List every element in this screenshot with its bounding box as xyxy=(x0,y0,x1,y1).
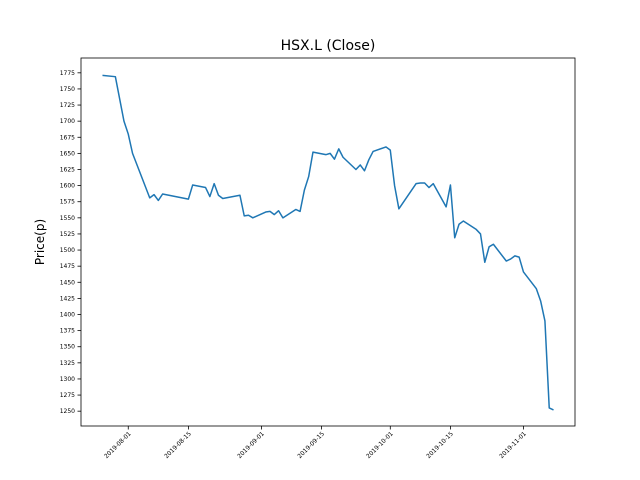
y-tick-label: 1525 xyxy=(60,231,75,238)
price-line xyxy=(102,74,554,411)
y-tick-label: 1625 xyxy=(60,166,75,173)
y-tick-label: 1350 xyxy=(60,344,75,351)
y-tick-label: 1250 xyxy=(60,408,75,415)
y-tick-label: 1700 xyxy=(60,118,75,125)
y-tick-label: 1450 xyxy=(60,279,75,286)
y-tick-label: 1325 xyxy=(60,360,75,367)
y-tick-label: 1400 xyxy=(60,312,75,319)
y-tick-label: 1425 xyxy=(60,295,75,302)
y-tick-label: 1475 xyxy=(60,263,75,270)
plot-frame xyxy=(80,57,576,427)
y-axis-label: Price(p) xyxy=(33,219,47,265)
y-tick-label: 1675 xyxy=(60,134,75,141)
y-tick-label: 1750 xyxy=(60,86,75,93)
y-tick-label: 1775 xyxy=(60,70,75,77)
y-tick-label: 1375 xyxy=(60,328,75,335)
y-tick-label: 1600 xyxy=(60,183,75,190)
y-tick-label: 1500 xyxy=(60,247,75,254)
y-tick-label: 1550 xyxy=(60,215,75,222)
y-tick-label: 1725 xyxy=(60,102,75,109)
y-tick-label: 1300 xyxy=(60,376,75,383)
y-tick-label: 1650 xyxy=(60,150,75,157)
y-tick-label: 1275 xyxy=(60,392,75,399)
chart-title: HSX.L (Close) xyxy=(281,38,376,54)
y-tick-label: 1575 xyxy=(60,199,75,206)
